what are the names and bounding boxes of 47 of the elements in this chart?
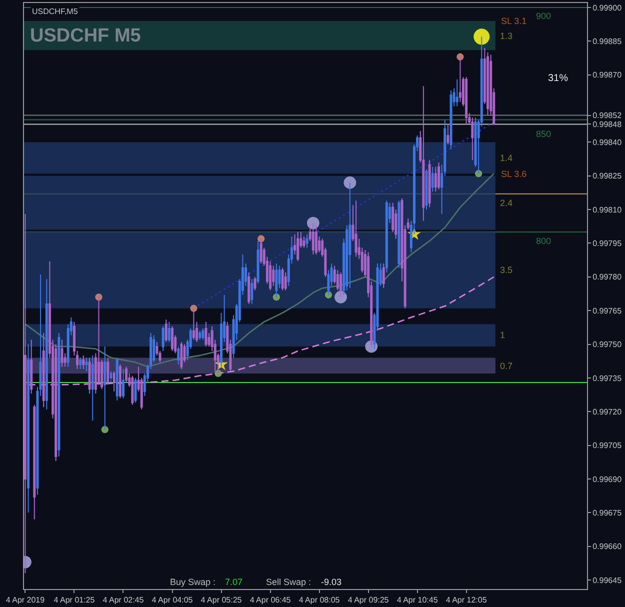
x-tick-label: 4 Apr 09:25 [348,596,390,605]
annotation: 850 [536,129,552,139]
annotation: 7.07 [225,577,243,587]
x-tick-label: 4 Apr 01:25 [54,596,96,605]
y-tick-label: 0.99735 [592,374,622,383]
x-tick-label: 4 Apr 06:45 [250,596,292,605]
y-tick-label: 0.99675 [592,508,622,518]
x-tick-label: 4 Apr 02:45 [102,596,144,605]
band-label: 0.7 [500,361,513,371]
y-tick-label: 0.99852 [592,111,622,120]
band-label: 2.4 [500,198,513,208]
text: USDCHF,M5 [32,7,78,16]
y-tick-label: 0.99848 [592,120,622,130]
y-tick-label: 0.99825 [592,172,622,181]
x-tick-label: 4 Apr 04:05 [152,596,194,605]
y-tick-label: 0.99900 [592,3,622,12]
y-tick-label: 0.99690 [592,474,622,484]
y-tick-label: 0.99660 [592,542,622,552]
annotation: Buy Swap : [170,577,216,587]
y-tick-label: 0.99795 [592,239,622,248]
x-tick-label: 4 Apr 12:05 [446,596,488,605]
y-tick-label: 0.99765 [592,306,622,316]
y-tick-label: 0.99810 [592,205,622,214]
annotation: 800 [536,236,552,246]
y-tick-label: 0.99750 [592,340,622,350]
y-tick-label: 0.99870 [592,70,622,80]
band-label: 1.3 [500,31,513,41]
annotation: SL 3.1 [501,16,527,26]
y-tick-label: 0.99780 [592,272,622,282]
band-label: 3.5 [500,265,513,275]
y-tick-label: 0.99705 [592,441,622,450]
band-label: 1 [500,330,506,340]
annotation: 900 [536,11,552,21]
x-tick-label: 4 Apr 05:25 [200,596,242,605]
annotation: -9.03 [321,577,342,587]
band-label: 1.4 [500,153,513,163]
annotation: SL 3.6 [501,169,527,179]
y-tick-label: 0.99840 [592,138,622,147]
x-tick-label: 4 Apr 10:45 [396,596,438,605]
y-tick-label: 0.99885 [592,36,622,46]
y-tick-label: 0.99645 [592,576,622,585]
x-tick-label: 4 Apr 2019 [6,596,46,605]
annotation: Sell Swap : [266,577,312,587]
y-tick-label: 0.99720 [592,407,622,416]
x-tick-label: 4 Apr 08:05 [298,596,340,605]
text: USDCHF M5 [30,26,142,47]
annotation: 31% [548,73,568,84]
